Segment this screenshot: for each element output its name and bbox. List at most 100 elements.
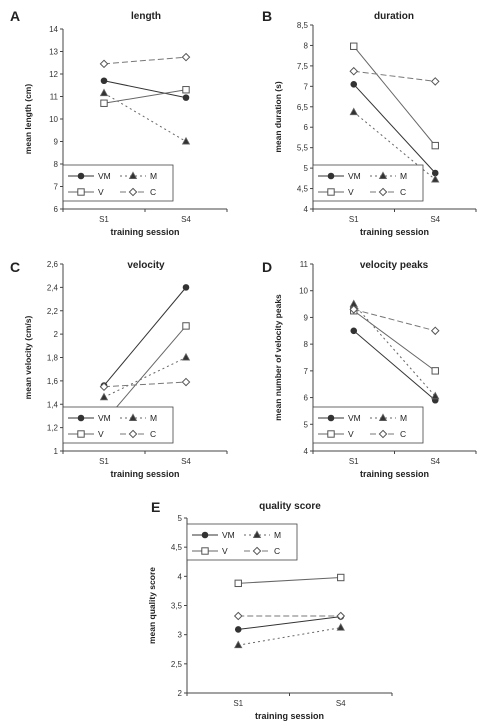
data-point-v (100, 99, 108, 107)
data-point-vm (350, 327, 358, 335)
legend-label: M (400, 413, 407, 423)
legend-marker-v (201, 547, 209, 555)
y-tick-label: 2,6 (47, 260, 59, 269)
data-point-c (99, 59, 109, 69)
data-point-c (430, 77, 440, 86)
y-tick-label: 1,6 (47, 377, 59, 386)
data-point-m (234, 640, 243, 649)
x-tick-label: S4 (336, 699, 346, 708)
legend-label: VM (98, 413, 111, 423)
panel-letter: C (10, 259, 20, 275)
legend-label: M (150, 171, 157, 181)
y-tick-label: 12 (49, 70, 58, 79)
y-tick-label: 1,8 (47, 354, 59, 363)
y-tick-label: 5 (304, 164, 309, 173)
series-line-v (103, 89, 187, 104)
panel-letter: A (10, 8, 20, 24)
legend-label: VM (348, 413, 361, 423)
legend-marker-m (252, 530, 262, 538)
data-point-vm (182, 284, 190, 291)
y-tick-label: 10 (49, 115, 58, 124)
data-point-c (181, 52, 191, 62)
legend-marker-c (378, 429, 388, 439)
data-point-c (99, 382, 109, 392)
y-tick-label: 10 (299, 287, 308, 296)
series-line-c (353, 70, 436, 82)
legend-marker-c (252, 546, 262, 556)
chart-title: duration (374, 11, 414, 22)
y-tick-label: 7,5 (297, 62, 309, 71)
data-point-m (181, 136, 191, 145)
series-line-vm (353, 83, 436, 174)
x-tick-label: S4 (430, 215, 440, 224)
data-point-vm (182, 94, 190, 101)
legend-label: C (400, 429, 406, 439)
y-tick-label: 5,5 (297, 144, 309, 153)
series-line-c (353, 308, 436, 332)
x-tick-label: S1 (99, 215, 109, 224)
chart-title: velocity (127, 260, 165, 271)
series-line-v (103, 325, 187, 423)
legend-label: VM (98, 171, 111, 181)
y-tick-label: 3,5 (171, 602, 183, 611)
data-point-c (430, 326, 440, 336)
y-tick-label: 7 (304, 82, 309, 91)
data-point-m (99, 88, 109, 97)
x-axis-label: training session (360, 469, 429, 479)
legend-label: M (150, 413, 157, 423)
data-point-m (181, 352, 191, 361)
y-tick-label: 1 (54, 447, 59, 456)
legend-label: V (348, 429, 354, 439)
panel-letter: D (262, 259, 272, 275)
y-tick-label: 8 (54, 160, 59, 169)
data-point-vm (350, 80, 358, 88)
y-tick-label: 6,5 (297, 103, 309, 112)
data-point-m (349, 107, 358, 116)
legend-label: C (400, 187, 406, 197)
data-point-v (182, 322, 190, 330)
legend-marker-vm (327, 172, 335, 180)
legend-label: M (400, 171, 407, 181)
y-tick-label: 3 (178, 631, 183, 640)
x-tick-label: S4 (430, 457, 440, 466)
legend-label: V (222, 546, 228, 556)
legend-label: VM (222, 530, 235, 540)
series-line-m (238, 627, 341, 646)
legend-label: V (98, 429, 104, 439)
legend-label: M (274, 530, 281, 540)
x-tick-label: S1 (349, 215, 359, 224)
legend-marker-c (128, 429, 138, 439)
data-point-c (336, 611, 346, 621)
y-tick-label: 4,5 (297, 185, 309, 194)
y-tick-label: 5 (304, 420, 309, 429)
y-axis-label: mean number of velocity peaks (273, 294, 283, 421)
y-axis-label: mean quality score (147, 567, 157, 644)
x-axis-label: training session (255, 711, 324, 721)
series-line-c (103, 56, 187, 65)
legend-label: V (98, 187, 104, 197)
y-tick-label: 8 (304, 41, 309, 50)
y-tick-label: 11 (300, 260, 309, 269)
y-tick-label: 2 (178, 689, 183, 698)
chart-title: length (131, 11, 161, 22)
data-point-v (431, 367, 439, 375)
data-point-m (336, 623, 345, 631)
legend-marker-c (128, 187, 138, 197)
y-tick-label: 11 (50, 93, 59, 102)
y-tick-label: 1,4 (47, 400, 59, 409)
x-tick-label: S1 (99, 457, 109, 466)
y-axis-label: mean duration (s) (273, 81, 283, 152)
legend-marker-m (128, 413, 138, 422)
chart-title: velocity peaks (360, 260, 429, 271)
x-tick-label: S1 (349, 457, 359, 466)
data-point-vm (100, 77, 108, 85)
series-line-v (353, 45, 436, 146)
y-tick-label: 8,5 (297, 21, 309, 30)
legend-label: VM (348, 171, 361, 181)
series-line-m (103, 357, 187, 398)
series-line-m (353, 303, 436, 397)
